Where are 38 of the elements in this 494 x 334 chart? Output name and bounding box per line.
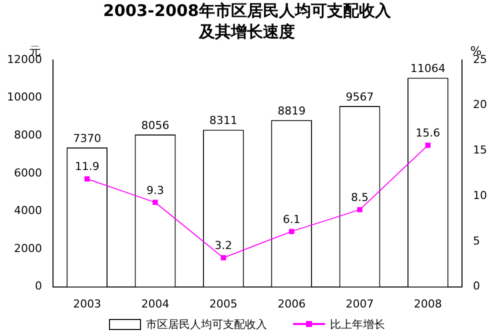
point (220, 255, 226, 260)
y2-tick-label: 15 (473, 144, 488, 157)
x-tick-label: 2006 (278, 297, 306, 310)
point (84, 176, 90, 182)
y-tick-label: 6000 (14, 166, 42, 180)
data-label: 8819 (278, 104, 306, 118)
data-label: 8056 (141, 118, 170, 132)
data-label: 7370 (73, 132, 102, 145)
y-tick-label: 2000 (14, 242, 42, 255)
legend-label: 比上年增长 (330, 316, 385, 332)
x-tick-label: 2008 (414, 297, 442, 310)
data-label: 11.9 (74, 160, 100, 174)
data-label: 8.5 (351, 191, 368, 204)
y-tick-label: 8000 (14, 128, 42, 142)
point (288, 228, 294, 234)
data-label: 11064 (410, 62, 446, 76)
x-tick-label: 2004 (141, 297, 170, 310)
x-tick-label: 2003 (73, 297, 102, 310)
data-label: 9567 (346, 90, 374, 104)
x-tick-label: 2005 (209, 297, 238, 310)
y2-tick-label: 0 (473, 280, 480, 293)
x-tick-label: 2007 (346, 297, 374, 310)
data-label: 6.1 (282, 212, 300, 226)
y-tick-label: 4000 (14, 204, 42, 218)
chart-title: 2003-2008年市区居民人均可支配收入及其增长速度 (102, 0, 392, 43)
text: 市区居民人均可支配收入 (146, 316, 267, 332)
point (152, 200, 158, 206)
data-label: 8311 (209, 114, 238, 128)
data-label: 9.3 (146, 184, 164, 197)
y2-tick-label: 10 (473, 188, 488, 202)
y-tick-label: 10000 (6, 90, 42, 104)
y2-tick-label: 5 (473, 234, 480, 248)
point (425, 142, 431, 148)
y-tick-label: 0 (34, 280, 42, 293)
data-label: 15.6 (416, 126, 440, 140)
point (357, 207, 362, 212)
y2-tick-label: 20 (473, 98, 488, 112)
data-label: 3.2 (214, 239, 232, 252)
